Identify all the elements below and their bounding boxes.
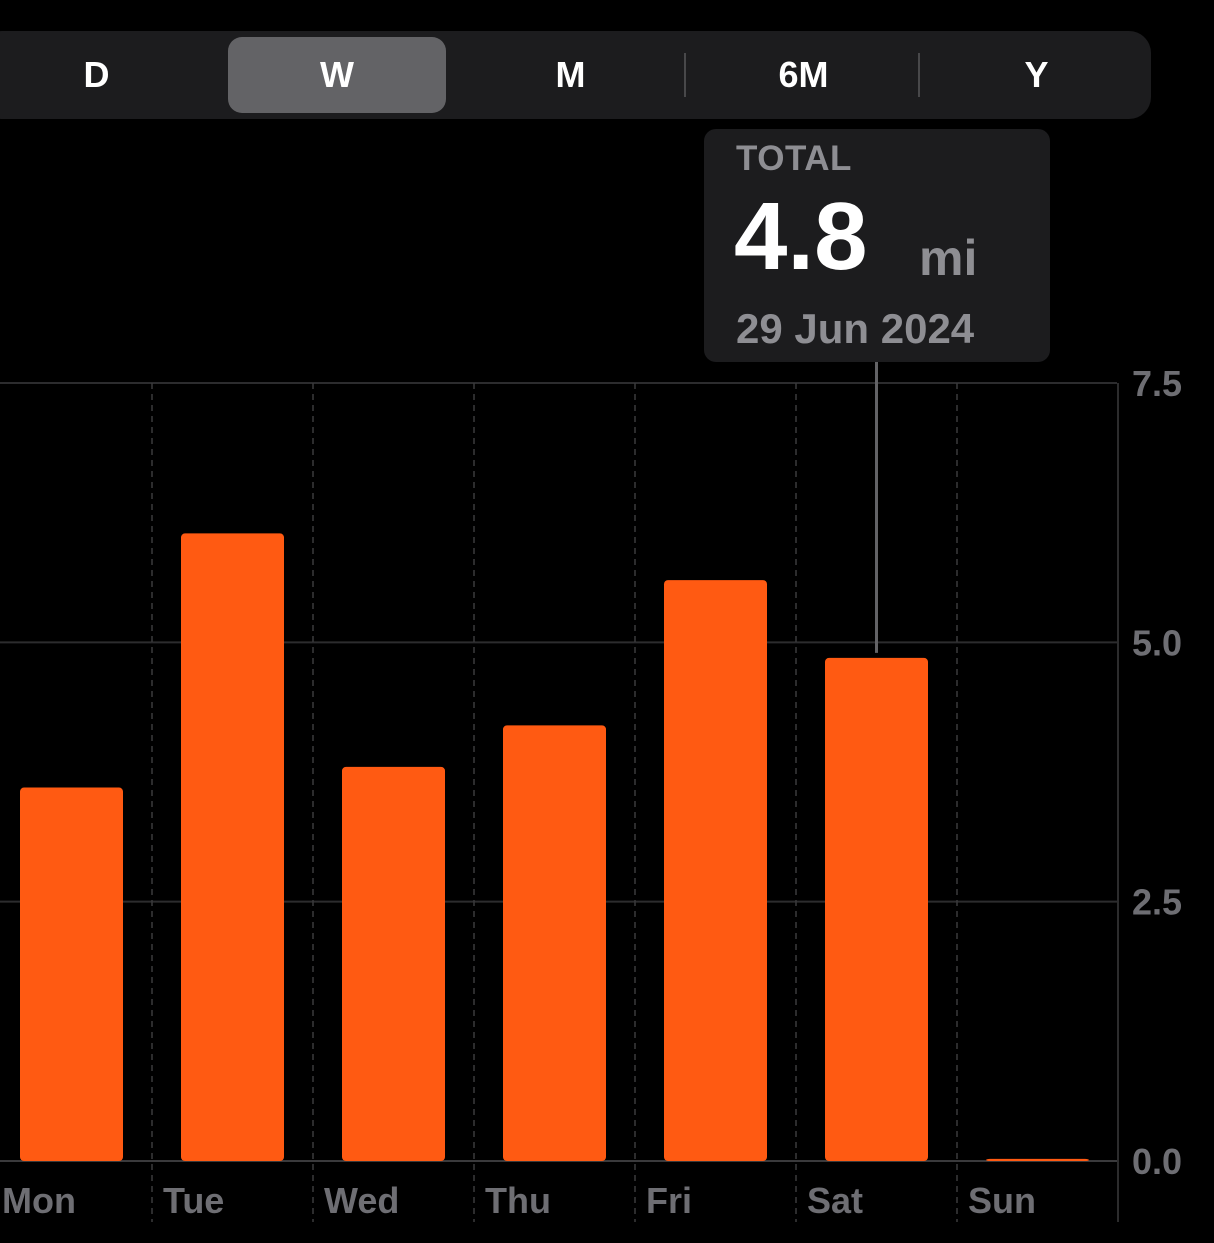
segment-day[interactable]: D [83,54,110,95]
tooltip-unit: mi [919,230,978,286]
x-tick-label: Sun [968,1180,1036,1221]
segment-6-months[interactable]: 6M [778,54,829,95]
bar-mon [20,787,123,1161]
segment-month[interactable]: M [555,54,586,95]
y-tick-label: 2.5 [1132,882,1182,923]
bar-sun [986,1158,1089,1161]
y-tick-label: 5.0 [1132,622,1182,663]
x-tick-label: Tue [163,1180,224,1221]
tooltip-date: 29 Jun 2024 [736,305,975,352]
x-tick-label: Fri [646,1180,692,1221]
x-tick-label: Sat [807,1180,863,1221]
bar-sat [825,657,928,1161]
tooltip-label: TOTAL [736,139,852,178]
bar-tue [181,533,284,1161]
y-tick-label: 0.0 [1132,1141,1182,1182]
segment-year[interactable]: Y [1024,54,1049,95]
x-tick-label: Thu [485,1180,551,1221]
x-tick-label: Wed [324,1180,399,1221]
bar-thu [503,725,606,1161]
tooltip-value: 4.8 [734,183,868,290]
x-tick-label: Mon [2,1180,76,1221]
segment-divider [918,53,920,97]
bar-wed [342,766,445,1161]
time-range-segmented-control[interactable]: D W M 6M Y [0,31,1151,119]
segment-divider [684,53,686,97]
segment-week[interactable]: W [228,37,446,113]
y-tick-label: 7.5 [1132,363,1182,404]
bar-fri [664,580,767,1161]
selection-tooltip: TOTAL 4.8 mi 29 Jun 2024 [704,129,1050,362]
